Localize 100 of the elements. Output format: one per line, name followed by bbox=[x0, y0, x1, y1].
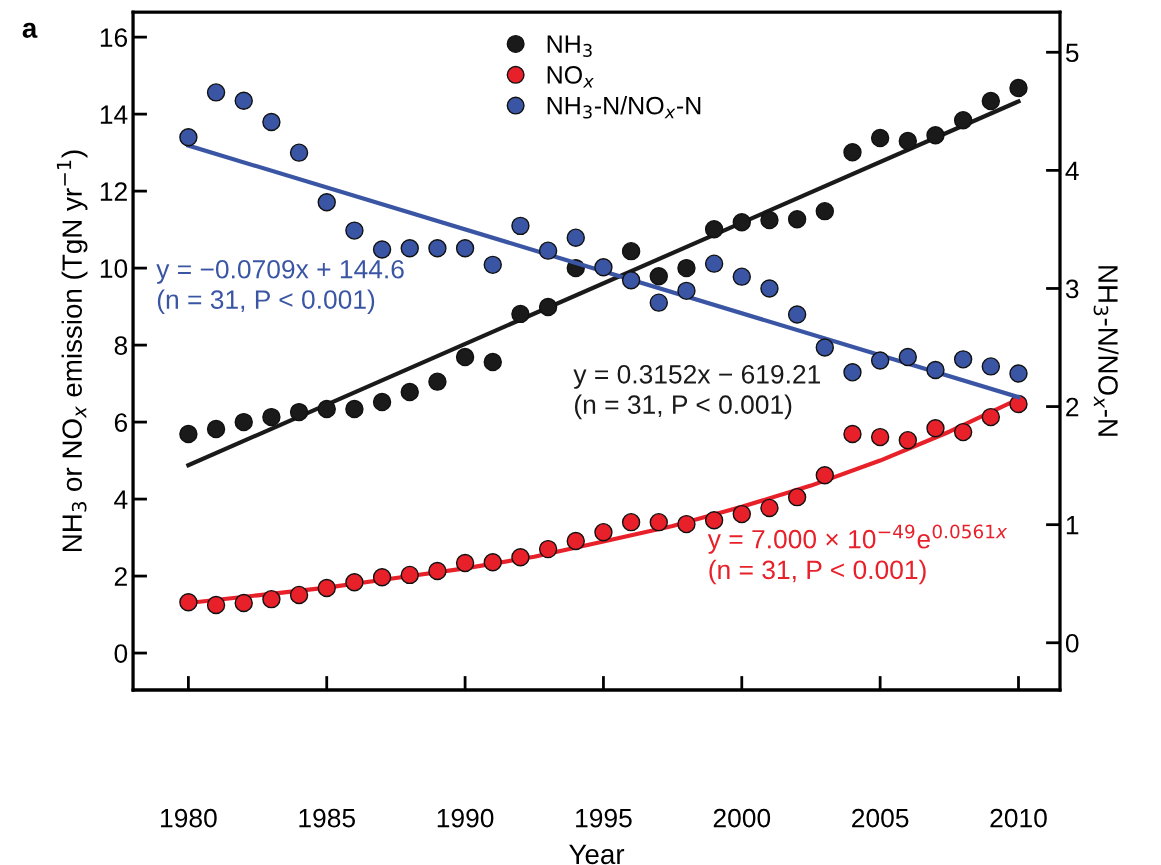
point bbox=[843, 143, 862, 162]
point bbox=[926, 419, 945, 438]
point bbox=[649, 266, 668, 286]
point bbox=[483, 255, 502, 275]
y-tick-label: 2 bbox=[114, 567, 127, 586]
point bbox=[262, 407, 281, 427]
point bbox=[345, 573, 364, 592]
y2-tick-label: 0 bbox=[1065, 633, 1079, 653]
point bbox=[317, 193, 336, 212]
point bbox=[455, 553, 475, 573]
point bbox=[870, 128, 890, 148]
point bbox=[372, 240, 392, 259]
point bbox=[843, 363, 862, 382]
point bbox=[1009, 364, 1028, 383]
point bbox=[566, 228, 585, 247]
point bbox=[566, 531, 585, 551]
point bbox=[898, 131, 918, 151]
point bbox=[400, 565, 419, 585]
point bbox=[400, 382, 419, 402]
x-tick-label: 1995 bbox=[576, 808, 632, 828]
point bbox=[594, 522, 613, 542]
point bbox=[815, 338, 834, 357]
point bbox=[538, 539, 558, 559]
y2-axis-title: NH$_{3}$-N/NO$_{x}$-N bbox=[1093, 266, 1119, 436]
y2-tick-label: 5 bbox=[1065, 43, 1079, 63]
x-tick-label: 2010 bbox=[990, 808, 1047, 828]
point bbox=[787, 305, 807, 324]
point bbox=[621, 270, 641, 290]
point bbox=[179, 128, 198, 147]
point bbox=[926, 126, 945, 145]
point bbox=[621, 512, 641, 532]
point bbox=[953, 111, 973, 130]
point bbox=[843, 424, 862, 444]
point bbox=[206, 595, 226, 615]
x-tick-label: 1985 bbox=[299, 808, 355, 828]
point bbox=[704, 511, 724, 530]
point bbox=[317, 399, 336, 419]
legend-label: NH$_{3}$-N/NO$_{x}$-N bbox=[547, 96, 701, 119]
point bbox=[787, 487, 807, 507]
y2-tick-label: 2 bbox=[1066, 397, 1079, 417]
point bbox=[760, 498, 779, 518]
point bbox=[815, 466, 834, 485]
point bbox=[428, 239, 447, 258]
point bbox=[345, 221, 364, 240]
point bbox=[677, 281, 696, 301]
point bbox=[345, 399, 364, 419]
point bbox=[262, 589, 281, 609]
point bbox=[372, 392, 392, 412]
point bbox=[455, 347, 475, 367]
point bbox=[953, 350, 973, 369]
y-tick-label: 0 bbox=[114, 644, 128, 663]
point bbox=[372, 568, 392, 587]
point bbox=[483, 553, 502, 572]
point bbox=[981, 357, 1001, 376]
point bbox=[704, 254, 724, 273]
point bbox=[206, 83, 226, 102]
legend-label: NO$_{x}$ bbox=[547, 66, 594, 88]
point bbox=[981, 91, 1001, 111]
y-tick-label: 6 bbox=[114, 413, 128, 432]
point bbox=[649, 293, 668, 312]
point bbox=[926, 360, 945, 380]
point bbox=[981, 407, 1001, 427]
point bbox=[898, 347, 918, 367]
point bbox=[455, 239, 475, 258]
point bbox=[428, 372, 447, 391]
point bbox=[206, 419, 226, 439]
annotation: y = 0.3152x − 619.21 (n = 31, P < 0.001) bbox=[573, 364, 821, 420]
y-tick-label: 4 bbox=[114, 490, 128, 509]
point bbox=[815, 201, 834, 221]
point bbox=[870, 427, 890, 447]
point bbox=[538, 297, 558, 317]
x-tick-label: 1990 bbox=[437, 808, 494, 828]
x-tick-label: 2000 bbox=[713, 808, 771, 828]
point bbox=[621, 241, 641, 261]
point bbox=[234, 91, 253, 110]
point bbox=[732, 213, 751, 232]
chart-title: a bbox=[22, 22, 38, 38]
point bbox=[317, 578, 336, 598]
y2-tick-label: 4 bbox=[1065, 161, 1079, 180]
point bbox=[400, 239, 419, 258]
point bbox=[511, 548, 530, 567]
x-axis-title: Year bbox=[569, 844, 625, 865]
point bbox=[953, 422, 973, 442]
point bbox=[179, 424, 198, 444]
x-tick-label: 1980 bbox=[161, 808, 217, 828]
point bbox=[870, 351, 890, 370]
y-tick-label: 8 bbox=[114, 336, 128, 355]
y-tick-label: 14 bbox=[100, 105, 128, 124]
point bbox=[760, 210, 779, 230]
point bbox=[234, 593, 253, 613]
y2-tick-label: 1 bbox=[1066, 516, 1079, 535]
y-axis-title: NH$_{3}$ or NO$_{x}$ emission (TgN yr$^{−1}$) bbox=[56, 150, 88, 551]
legend-label: NH$_{3}$ bbox=[547, 35, 592, 58]
point bbox=[594, 258, 613, 277]
point bbox=[428, 561, 447, 581]
point bbox=[787, 210, 807, 229]
point bbox=[262, 112, 281, 132]
y-tick-label: 16 bbox=[100, 28, 128, 47]
point bbox=[732, 504, 751, 524]
point bbox=[234, 412, 253, 432]
